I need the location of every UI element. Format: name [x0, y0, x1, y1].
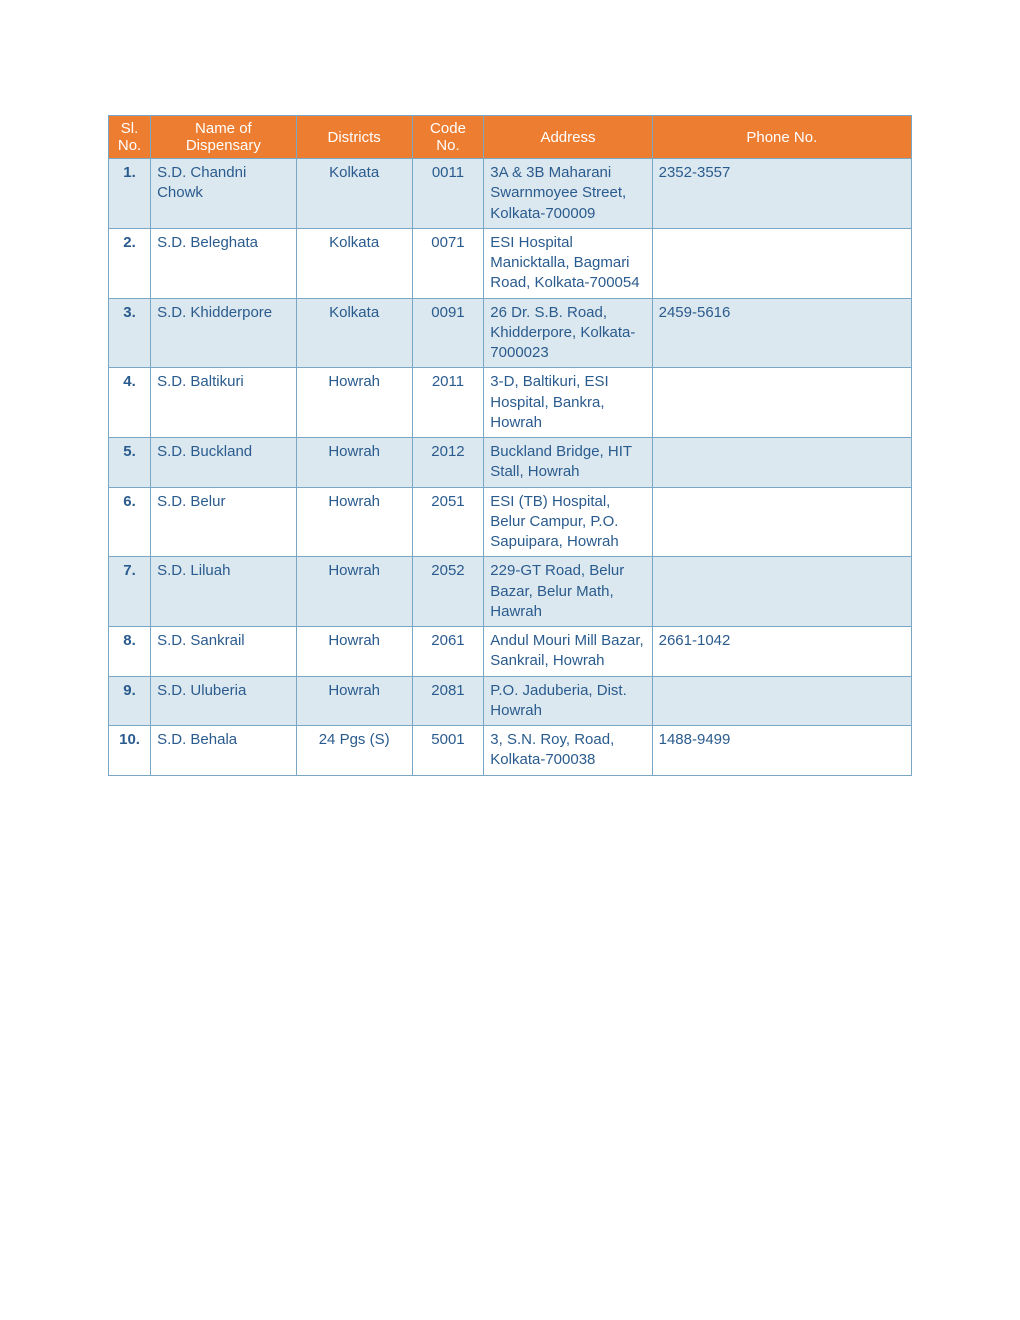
cell-code: 2081 [412, 676, 484, 726]
cell-address: 3A & 3B Maharani Swarnmoyee Street, Kolk… [484, 159, 652, 229]
column-header-sl: Sl. No. [109, 116, 151, 159]
cell-district: Kolkata [296, 159, 412, 229]
cell-address: Buckland Bridge, HIT Stall, Howrah [484, 438, 652, 488]
table-row: 6. S.D. Belur Howrah 2051 ESI (TB) Hospi… [109, 487, 912, 557]
cell-sl: 3. [109, 298, 151, 368]
cell-code: 0071 [412, 228, 484, 298]
cell-district: Howrah [296, 368, 412, 438]
column-header-name: Name of Dispensary [151, 116, 297, 159]
cell-sl: 1. [109, 159, 151, 229]
cell-phone: 2352-3557 [652, 159, 911, 229]
table-row: 7. S.D. Liluah Howrah 2052 229-GT Road, … [109, 557, 912, 627]
cell-address: P.O. Jaduberia, Dist. Howrah [484, 676, 652, 726]
cell-name: S.D. Khidderpore [151, 298, 297, 368]
cell-address: 3, S.N. Roy, Road, Kolkata-700038 [484, 726, 652, 776]
table-row: 4. S.D. Baltikuri Howrah 2011 3-D, Balti… [109, 368, 912, 438]
table-row: 3. S.D. Khidderpore Kolkata 0091 26 Dr. … [109, 298, 912, 368]
cell-name: S.D. Sankrail [151, 627, 297, 677]
cell-district: Howrah [296, 557, 412, 627]
column-header-phone: Phone No. [652, 116, 911, 159]
cell-sl: 10. [109, 726, 151, 776]
cell-address: Andul Mouri Mill Bazar, Sankrail, Howrah [484, 627, 652, 677]
cell-code: 2052 [412, 557, 484, 627]
cell-district: Howrah [296, 487, 412, 557]
cell-district: Howrah [296, 676, 412, 726]
cell-name: S.D. Liluah [151, 557, 297, 627]
cell-name: S.D. Baltikuri [151, 368, 297, 438]
cell-phone [652, 676, 911, 726]
cell-code: 2051 [412, 487, 484, 557]
cell-phone [652, 557, 911, 627]
cell-sl: 7. [109, 557, 151, 627]
cell-sl: 2. [109, 228, 151, 298]
cell-code: 2061 [412, 627, 484, 677]
cell-code: 5001 [412, 726, 484, 776]
cell-code: 2012 [412, 438, 484, 488]
cell-phone: 2661-1042 [652, 627, 911, 677]
cell-code: 0091 [412, 298, 484, 368]
cell-district: 24 Pgs (S) [296, 726, 412, 776]
table-row: 2. S.D. Beleghata Kolkata 0071 ESI Hospi… [109, 228, 912, 298]
cell-district: Kolkata [296, 298, 412, 368]
cell-phone: 1488-9499 [652, 726, 911, 776]
cell-sl: 8. [109, 627, 151, 677]
cell-sl: 6. [109, 487, 151, 557]
table-body: 1. S.D. Chandni Chowk Kolkata 0011 3A & … [109, 159, 912, 776]
cell-sl: 9. [109, 676, 151, 726]
table-row: 1. S.D. Chandni Chowk Kolkata 0011 3A & … [109, 159, 912, 229]
cell-code: 0011 [412, 159, 484, 229]
cell-address: ESI (TB) Hospital, Belur Campur, P.O. Sa… [484, 487, 652, 557]
cell-district: Kolkata [296, 228, 412, 298]
cell-sl: 4. [109, 368, 151, 438]
cell-phone [652, 228, 911, 298]
cell-address: 26 Dr. S.B. Road, Khidderpore, Kolkata-7… [484, 298, 652, 368]
cell-phone [652, 368, 911, 438]
page-container: Sl. No. Name of Dispensary Districts Cod… [0, 0, 1020, 776]
cell-name: S.D. Buckland [151, 438, 297, 488]
table-row: 8. S.D. Sankrail Howrah 2061 Andul Mouri… [109, 627, 912, 677]
cell-name: S.D. Uluberia [151, 676, 297, 726]
cell-name: S.D. Chandni Chowk [151, 159, 297, 229]
column-header-code: Code No. [412, 116, 484, 159]
cell-district: Howrah [296, 627, 412, 677]
cell-name: S.D. Beleghata [151, 228, 297, 298]
cell-phone: 2459-5616 [652, 298, 911, 368]
column-header-address: Address [484, 116, 652, 159]
table-row: 10. S.D. Behala 24 Pgs (S) 5001 3, S.N. … [109, 726, 912, 776]
table-row: 9. S.D. Uluberia Howrah 2081 P.O. Jadube… [109, 676, 912, 726]
cell-name: S.D. Behala [151, 726, 297, 776]
cell-address: 3-D, Baltikuri, ESI Hospital, Bankra, Ho… [484, 368, 652, 438]
table-row: 5. S.D. Buckland Howrah 2012 Buckland Br… [109, 438, 912, 488]
cell-code: 2011 [412, 368, 484, 438]
column-header-districts: Districts [296, 116, 412, 159]
cell-phone [652, 438, 911, 488]
cell-sl: 5. [109, 438, 151, 488]
cell-district: Howrah [296, 438, 412, 488]
cell-address: ESI Hospital Manicktalla, Bagmari Road, … [484, 228, 652, 298]
dispensary-table: Sl. No. Name of Dispensary Districts Cod… [108, 115, 912, 776]
cell-address: 229-GT Road, Belur Bazar, Belur Math, Ha… [484, 557, 652, 627]
cell-name: S.D. Belur [151, 487, 297, 557]
cell-phone [652, 487, 911, 557]
table-header: Sl. No. Name of Dispensary Districts Cod… [109, 116, 912, 159]
